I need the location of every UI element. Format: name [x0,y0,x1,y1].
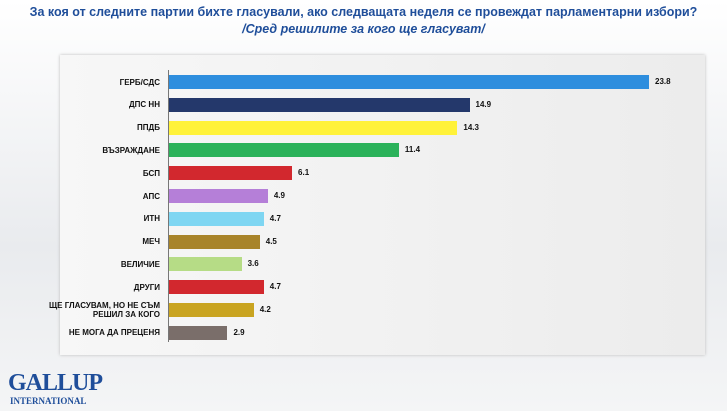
value-label: 4.7 [269,213,281,223]
value-label: 2.9 [233,327,245,337]
value-label: 11.4 [404,145,421,155]
category-label: МЕЧ [142,237,160,247]
bar [169,166,293,181]
bar [169,234,260,249]
logo-name: GALLUP [8,370,103,396]
bar [169,97,470,112]
category-label: ВЪЗРАЖДАНЕ [102,145,160,155]
category-label: ППДБ [137,123,160,133]
bar [169,257,242,272]
value-label: 6.1 [298,168,310,178]
bar [169,143,399,158]
value-label: 14.3 [463,122,479,132]
chart-subtitle: /Сред решилите за кого ще гласуват/ [242,22,485,36]
bar [169,280,264,295]
bar [169,189,268,203]
value-label: 4.2 [259,305,271,314]
bar [169,75,649,89]
category-label: ЩЕ ГЛАСУВАМ, НО НЕ СЪМ РЕШИЛ ЗА КОГО [48,301,160,319]
category-label: ВЕЛИЧИЕ [120,259,160,269]
category-label: ДПС НН [128,100,160,110]
logo-sub: INTERNATIONAL [10,396,87,406]
value-label: 4.9 [273,191,285,200]
bar [169,120,458,135]
category-label: ДРУГИ [133,282,160,292]
value-label: 4.7 [269,282,281,292]
chart-title: За коя от следните партии бихте гласувал… [29,5,698,19]
category-label: ИТН [143,214,160,224]
category-label: АПС [142,191,160,201]
category-label: НЕ МОГА ДА ПРЕЦЕНЯ [68,328,160,338]
value-label: 14.9 [475,99,492,109]
value-label: 23.8 [655,77,671,86]
category-label: БСП [142,168,160,178]
axis-line [168,70,169,342]
bar [169,325,228,340]
value-label: 4.5 [265,236,277,246]
value-label: 3.6 [247,259,259,269]
category-label: ГЕРБ/СДС [119,77,160,87]
bar [169,211,264,226]
bar [169,303,254,317]
